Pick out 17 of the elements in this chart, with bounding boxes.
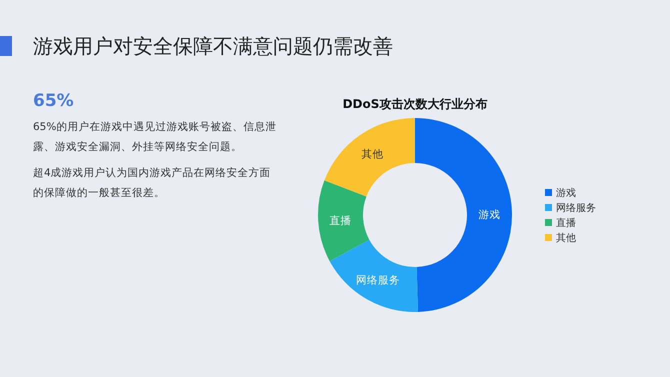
donut-slice (415, 118, 512, 312)
slice-label: 游戏 (478, 208, 500, 221)
slice-label: 直播 (330, 214, 352, 227)
text: 超4成游戏用户认为国内游戏产品在网络安全方面的保障做的一般甚至很差。 (33, 166, 272, 201)
donut-slice (324, 118, 415, 196)
text: 65%的用户在游戏中遇见过游戏账号被盗、信息泄露、游戏安全漏洞、外挂等网络安全问题。 (33, 120, 278, 155)
slice-label: 网络服务 (356, 274, 400, 287)
legend-label: 游戏 (556, 187, 576, 199)
donut-slice (330, 240, 418, 312)
chart-title: DDoS攻击次数大行业分布 (342, 97, 488, 111)
legend-label: 其他 (556, 232, 576, 244)
donut-slice (318, 180, 370, 262)
legend-label: 直播 (556, 217, 576, 229)
text: 65% (33, 90, 75, 112)
slice-label: 其他 (362, 148, 384, 161)
text: 游戏用户对安全保障不满意问题仍需改善 (33, 33, 394, 59)
legend-label: 网络服务 (556, 202, 596, 214)
